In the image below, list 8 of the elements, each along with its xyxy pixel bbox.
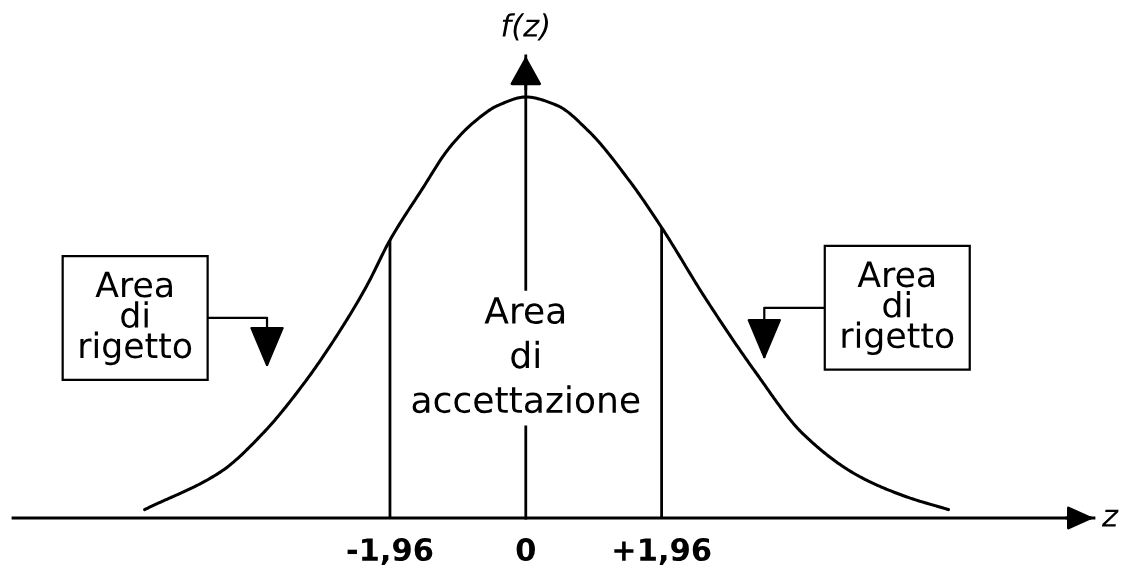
annotation: Area di accettazione bbox=[412, 297, 640, 414]
x-axis-title: z bbox=[1101, 509, 1119, 527]
annotation: Area di rigetto bbox=[842, 261, 954, 356]
x-tick-label: -1,96 bbox=[347, 538, 433, 565]
x-tick-label: 0 bbox=[516, 537, 535, 562]
x-tick-label: +1,96 bbox=[614, 538, 711, 565]
y-axis-title: f(z) bbox=[502, 13, 548, 41]
annotation: Area di rigetto bbox=[80, 271, 192, 366]
